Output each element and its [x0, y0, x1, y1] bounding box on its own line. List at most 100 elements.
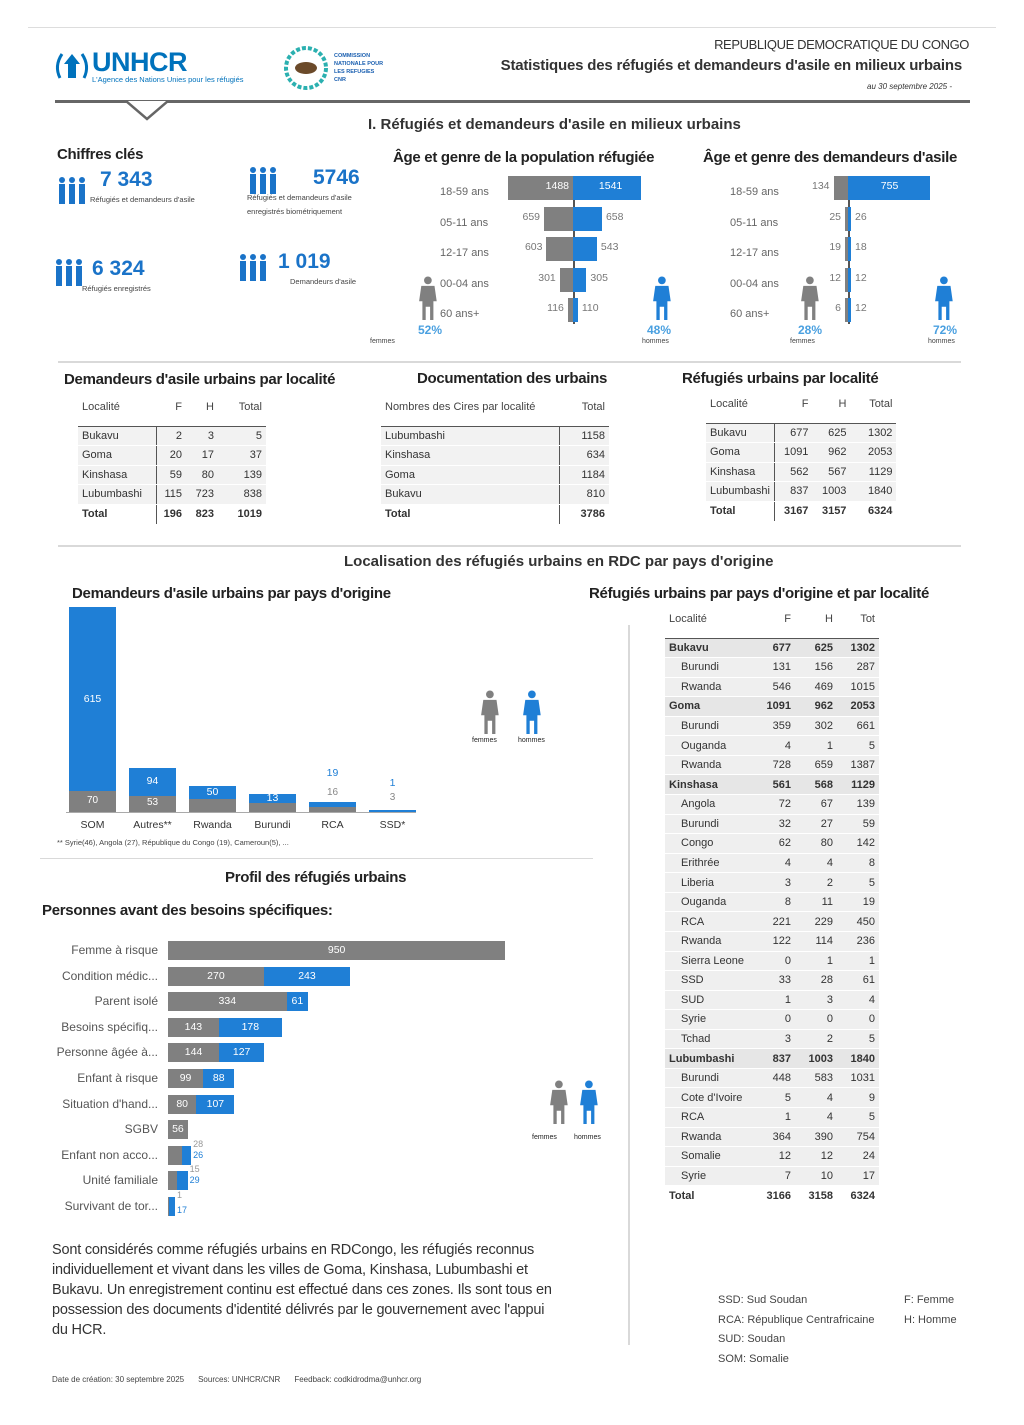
country-row: RCA 221 229 450 — [665, 911, 879, 932]
walking-person-icon — [236, 252, 270, 284]
table-row: Lubumbashi 1158 — [381, 426, 609, 446]
female-icon — [418, 276, 438, 325]
total-cell: Total — [78, 504, 156, 524]
column-header[interactable]: Localité — [78, 400, 156, 427]
column-header[interactable]: Total — [850, 397, 897, 424]
divider — [58, 545, 961, 547]
table-cell: 1003 — [795, 1048, 837, 1069]
table-cell: Burundi — [665, 716, 755, 737]
legend-hommes: hommes — [518, 737, 545, 744]
country-row: Tchad 3 2 5 — [665, 1029, 879, 1050]
category-label: Unité familiale — [82, 1173, 158, 1188]
table-cell: 139 — [837, 794, 879, 815]
country-row: Cote d'Ivoire 5 4 9 — [665, 1087, 879, 1108]
column-header[interactable]: H — [812, 397, 851, 424]
table-cell: 1129 — [837, 774, 879, 795]
age-label: 18-59 ans — [730, 186, 779, 198]
bar-hommes — [169, 1197, 175, 1216]
column-header[interactable]: Total — [559, 400, 609, 427]
category-label: Femme à risque — [71, 943, 158, 957]
abbreviations-list: SSD: Sud Soudan RCA: République Centrafr… — [718, 1291, 875, 1369]
table-cell: Total — [669, 1189, 695, 1202]
column-header[interactable]: H — [795, 612, 837, 639]
table-cell: 634 — [558, 445, 609, 466]
cnr-logo: COMMISSION NATIONALE POUR LES REFUGIES C… — [278, 44, 384, 92]
male-value: 1541 — [598, 180, 623, 192]
table-cell: 156 — [795, 657, 837, 678]
table-cell: Kinshasa — [78, 465, 156, 485]
table-cell: 1387 — [837, 755, 879, 776]
column-header[interactable]: F — [774, 397, 813, 424]
column-header[interactable]: Nombres des Cires par localité — [381, 400, 559, 427]
table-cell: 2 — [795, 1029, 837, 1050]
table-cell: Ouganda — [665, 892, 755, 913]
table-cell: 5 — [218, 426, 266, 446]
column-header[interactable]: F — [156, 400, 186, 427]
female-value: 301 — [538, 271, 556, 284]
category-label: Burundi — [254, 819, 291, 831]
feedback-email[interactable]: Feedback: codkidrodma@unhcr.org — [294, 1375, 422, 1384]
column-header[interactable]: Localité — [665, 612, 755, 639]
value-hommes: 61 — [291, 995, 304, 1008]
value-femmes: 53 — [146, 797, 159, 809]
table-cell: Burundi — [665, 814, 755, 835]
female-caption: femmes — [370, 338, 395, 345]
table-row: Lubumbashi 837 1003 1840 — [706, 481, 897, 502]
table-row: Bukavu 2 3 5 — [78, 426, 266, 446]
table-row: Kinshasa 562 567 1129 — [706, 462, 897, 482]
male-bar — [848, 176, 930, 200]
country-row: Burundi 359 302 661 — [665, 716, 879, 737]
table-cell: 359 — [755, 716, 795, 737]
table-cell: 3 — [795, 990, 837, 1011]
key-figure-label: Réfugiés et demandeurs d'asile enregistr… — [247, 193, 352, 216]
table-cell: Kinshasa — [665, 774, 755, 795]
total-cell: Total — [706, 501, 775, 521]
country-row: RCA 1 4 5 — [665, 1107, 879, 1128]
key-figure-value: 7 343 — [100, 168, 153, 191]
table-row: Kinshasa 634 — [381, 445, 609, 466]
value-hommes: 1 — [389, 777, 396, 789]
bar-hommes — [181, 1145, 192, 1165]
bar-hommes — [286, 992, 309, 1012]
female-value: 25 — [829, 210, 841, 223]
asylum-origin-chart-title: Demandeurs d'asile urbains par pays d'or… — [72, 585, 391, 602]
table-cell: 5 — [837, 735, 879, 756]
bar-femmes — [69, 791, 116, 812]
age-label: 05-11 ans — [440, 216, 489, 229]
value-femmes: 950 — [327, 944, 346, 956]
country-row: Syrie 0 0 0 — [665, 1009, 879, 1030]
divider — [58, 361, 961, 363]
legend-hommes: hommes — [574, 1134, 601, 1141]
age-label: 60 ans+ — [730, 308, 770, 320]
table-cell: 390 — [795, 1127, 837, 1148]
table-cell: 1 — [837, 951, 879, 972]
table-cell: 20 — [155, 445, 186, 466]
table-cell: Kinshasa — [706, 462, 775, 482]
table-cell: 364 — [755, 1127, 795, 1148]
table-cell: 1031 — [837, 1068, 879, 1089]
bar-femmes — [168, 1094, 197, 1114]
value-hommes: 94 — [146, 775, 159, 787]
table-cell: 27 — [795, 814, 837, 835]
column-header[interactable]: Localité — [706, 397, 775, 424]
specific-needs-title: Personnes avant des besoins spécifiques: — [42, 902, 333, 919]
documentation-table: Nombres des Cires par localité Total Lubum… — [381, 400, 609, 524]
key-figure-value: 5746 — [313, 166, 360, 189]
category-label: SSD* — [379, 819, 406, 831]
table-cell: 469 — [795, 677, 837, 698]
column-header[interactable]: Total — [218, 400, 266, 427]
column-header[interactable]: Tot — [837, 612, 879, 639]
bar-hommes — [129, 767, 176, 797]
country-row: Erithrée 4 4 8 — [665, 853, 879, 874]
value-hommes: 127 — [232, 1046, 251, 1059]
table-cell: Rwanda — [665, 677, 755, 698]
table-cell: Sierra Leone — [665, 951, 755, 972]
column-header[interactable]: H — [186, 400, 218, 427]
total-cell: 6324 — [850, 501, 897, 521]
value-hommes: 13 — [266, 791, 279, 804]
column-header[interactable]: F — [755, 612, 795, 639]
key-female: F: Femme — [904, 1294, 955, 1306]
table-cell: Somalie — [665, 1146, 755, 1167]
table-cell: Syrie — [665, 1009, 755, 1030]
table-cell: 131 — [755, 657, 795, 678]
